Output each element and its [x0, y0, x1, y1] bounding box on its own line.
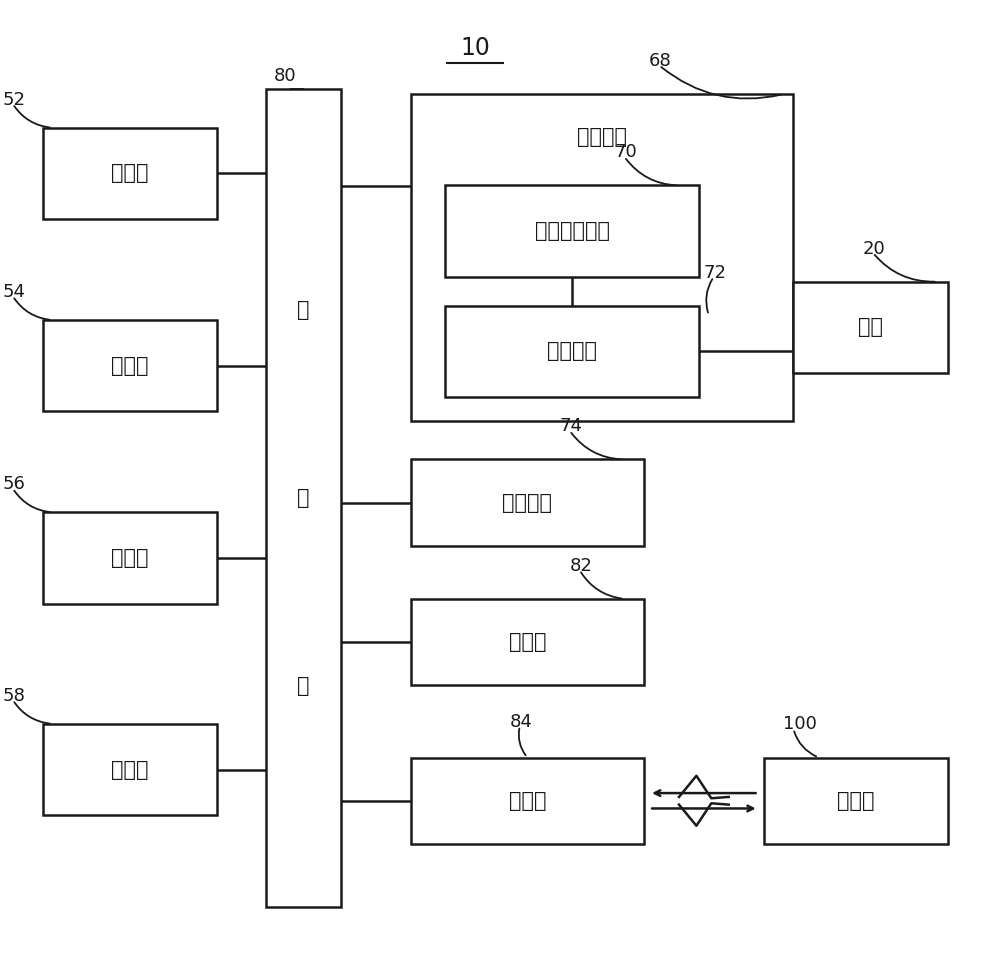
Text: 80: 80 [274, 67, 296, 84]
Text: 制: 制 [297, 488, 310, 508]
Text: 70: 70 [614, 143, 637, 161]
Bar [43, 128, 217, 220]
Text: 82: 82 [570, 557, 592, 574]
Text: 扬声器: 扬声器 [111, 759, 148, 779]
Text: 安全装置: 安全装置 [502, 493, 552, 513]
Text: 58: 58 [3, 687, 26, 705]
Text: 逆变电路: 逆变电路 [547, 341, 597, 362]
Text: 操作盤: 操作盤 [111, 548, 148, 568]
Bar [43, 320, 217, 411]
Bar [445, 186, 699, 277]
Bar [764, 757, 948, 844]
Bar [411, 459, 644, 546]
Bar [445, 306, 699, 397]
Bar [411, 757, 644, 844]
Text: 控: 控 [297, 300, 310, 320]
Text: 54: 54 [3, 282, 26, 301]
Text: 操作盤: 操作盤 [111, 163, 148, 184]
Text: 通信部: 通信部 [509, 791, 546, 810]
Text: 部: 部 [297, 676, 310, 696]
Bar [43, 724, 217, 815]
Bar [793, 281, 948, 373]
Text: 84: 84 [510, 713, 533, 731]
Text: 服务器: 服务器 [837, 791, 874, 810]
Text: 52: 52 [3, 91, 26, 108]
Bar [266, 89, 341, 906]
Bar [43, 513, 217, 603]
Bar [411, 94, 793, 421]
Text: 马达: 马达 [858, 317, 883, 337]
Text: 扬声器: 扬声器 [111, 356, 148, 376]
Text: 10: 10 [460, 37, 490, 60]
Text: 存储部: 存储部 [509, 632, 546, 652]
Text: 驱动电路: 驱动电路 [577, 128, 627, 147]
Text: 72: 72 [704, 264, 727, 281]
Bar [411, 599, 644, 686]
Text: 68: 68 [649, 52, 672, 70]
Text: 100: 100 [783, 716, 817, 734]
Text: 56: 56 [3, 475, 26, 493]
Text: 驱动控制电路: 驱动控制电路 [535, 221, 610, 241]
Text: 20: 20 [863, 240, 886, 257]
Text: 74: 74 [560, 418, 583, 435]
